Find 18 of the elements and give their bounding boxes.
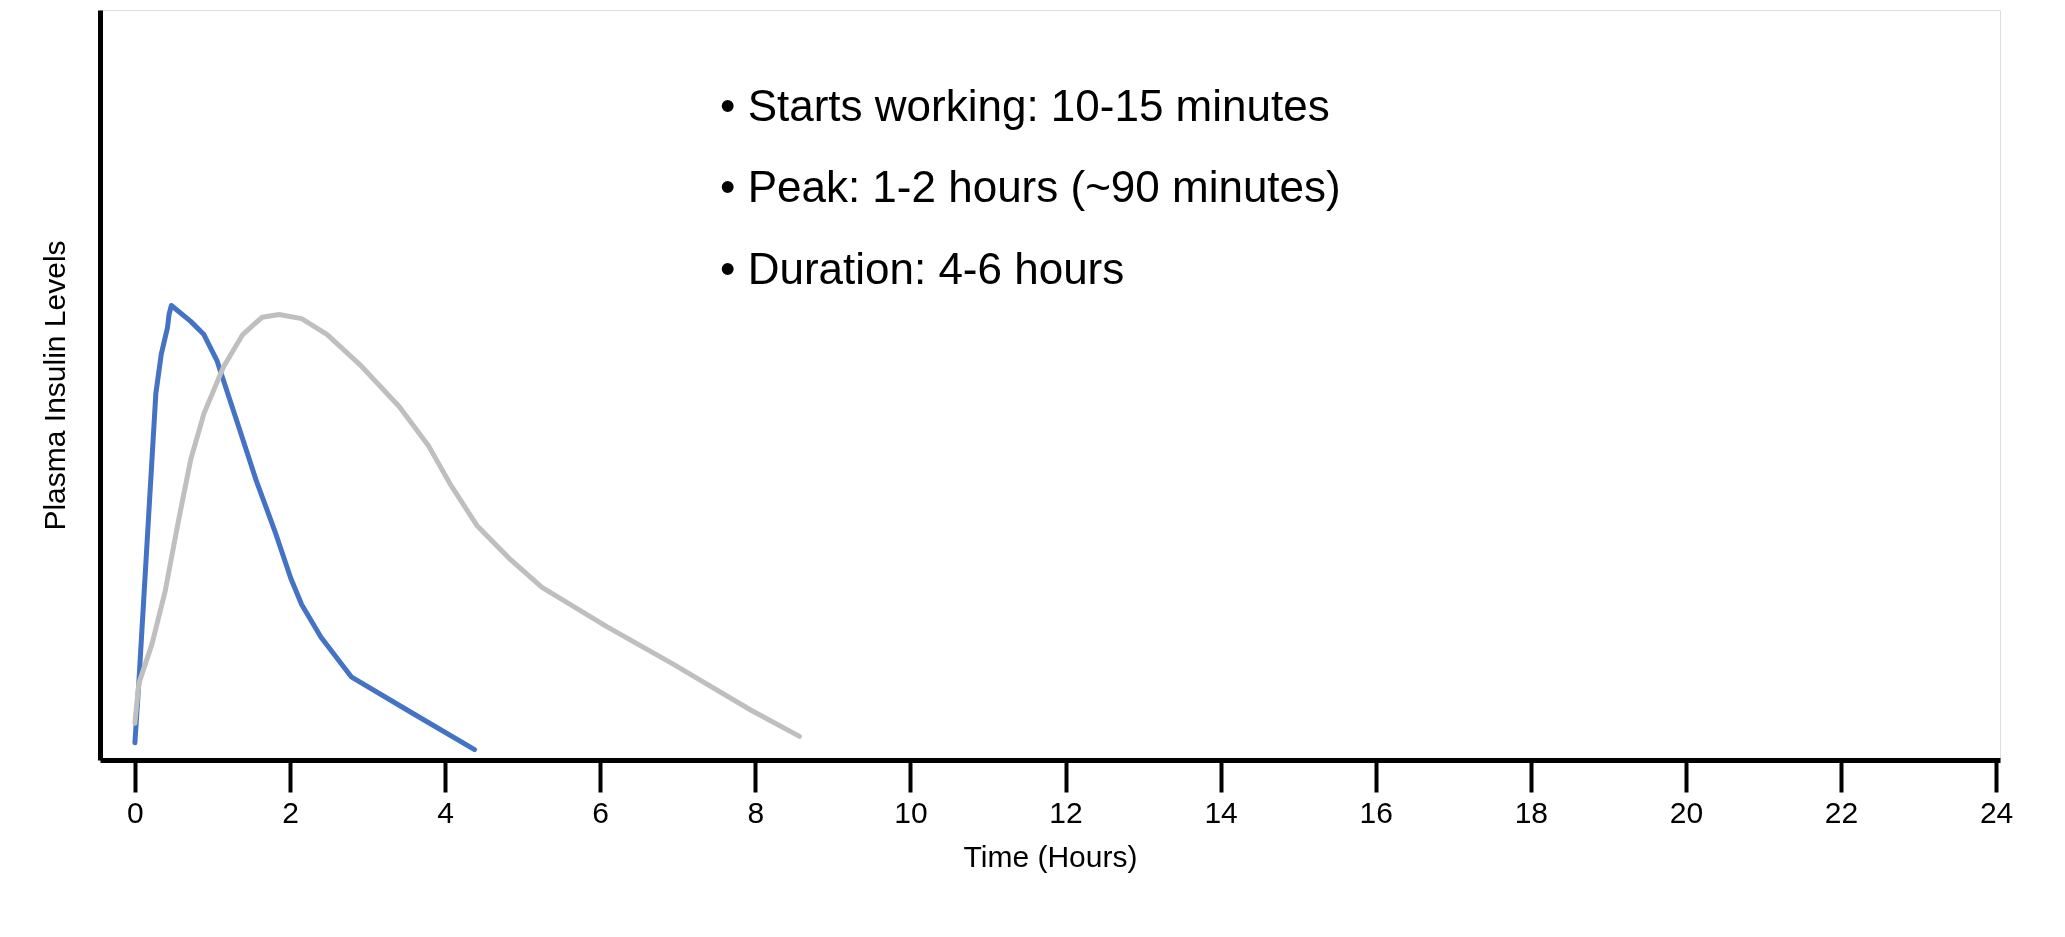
x-tick-label: 20	[1669, 795, 1704, 829]
x-tick-label: 12	[1049, 795, 1083, 829]
x-tick-label: 14	[1204, 795, 1238, 829]
text: • Starts working: 10-15 minutes	[720, 80, 1330, 130]
x-axis-title: Time (Hours)	[963, 839, 1138, 873]
x-tick-label: 6	[592, 795, 610, 829]
x-tick-label: 24	[1979, 795, 2014, 829]
text: • Peak: 1-2 hours (~90 minutes)	[720, 162, 1341, 212]
x-tick-label: 0	[127, 795, 144, 829]
x-tick-label: 10	[894, 795, 928, 829]
x-tick-label: 18	[1514, 795, 1548, 829]
x-tick-label: 2	[282, 795, 299, 829]
x-tick-label: 22	[1824, 795, 1859, 829]
x-tick-label: 4	[437, 795, 454, 829]
x-tick-label: 16	[1359, 795, 1393, 829]
x-tick-label: 8	[747, 795, 765, 829]
y-axis-title: Plasma Insulin Levels	[37, 240, 71, 531]
text: • Duration: 4-6 hours	[720, 243, 1125, 293]
